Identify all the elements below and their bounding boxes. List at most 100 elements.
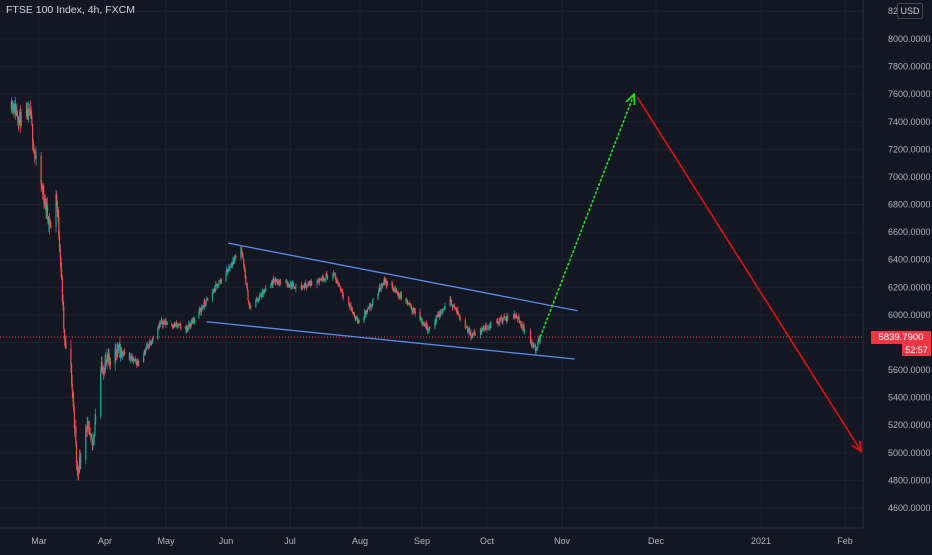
candle-body-down <box>504 316 506 318</box>
price-tick-label: 6200.0000 <box>888 282 931 292</box>
candle-body-down <box>412 309 414 312</box>
candle-body-down <box>386 283 388 286</box>
candle-body-down <box>46 204 49 217</box>
candle-body-up <box>157 327 159 340</box>
candle-body-up <box>471 333 474 338</box>
candlestick-series <box>10 96 541 481</box>
candle-body-down <box>276 279 278 284</box>
candle-body-up <box>435 315 437 322</box>
drawing-objects[interactable] <box>206 94 862 452</box>
candle-body-down <box>419 311 421 321</box>
candle-body-up <box>412 309 414 311</box>
currency-button[interactable]: USD <box>897 3 923 19</box>
candle-body-up <box>143 351 145 356</box>
candle-body-up <box>366 309 368 313</box>
price-tick-label: 7200.0000 <box>888 144 931 154</box>
candle-body-up <box>255 299 257 307</box>
candle-body-down <box>309 281 311 286</box>
candle-body-down <box>421 322 423 324</box>
candle-body-down <box>407 302 409 304</box>
lower-channel-line[interactable] <box>206 321 575 360</box>
price-tick-label: 5600.0000 <box>888 365 931 375</box>
candle-body-down <box>103 372 105 374</box>
candle-body-down <box>109 359 111 363</box>
candle-body-down <box>342 295 344 298</box>
candle-body-up <box>323 278 326 281</box>
candle-body-down <box>235 255 237 259</box>
time-tick-label: 2021 <box>751 536 771 546</box>
candle-body-down <box>274 280 276 283</box>
candle-body-down <box>60 257 62 270</box>
candle-body-down <box>409 303 411 305</box>
candle-body-up <box>205 300 207 306</box>
candle-body-down <box>435 319 437 322</box>
candle-body-down <box>175 323 177 326</box>
candle-body-up <box>486 327 488 330</box>
candle-body-up <box>270 284 272 288</box>
candle-body-up <box>87 425 89 427</box>
candle-body-up <box>93 432 95 437</box>
upper-channel-line[interactable] <box>228 242 578 312</box>
candle-body-up <box>370 305 372 308</box>
candle-body-up <box>503 316 505 321</box>
candle-body-down <box>514 313 516 318</box>
candle-body-down <box>217 284 219 287</box>
symbol-title[interactable]: FTSE 100 Index, 4h, FXCM <box>6 4 135 16</box>
candle-body-up <box>522 324 524 329</box>
candle-body-down <box>302 286 304 288</box>
candle-body-down <box>489 325 491 329</box>
time-tick-label: Oct <box>480 536 495 546</box>
candle-body-up <box>218 281 220 286</box>
candle-body-up <box>396 291 398 293</box>
candle-body-up <box>287 284 290 286</box>
candle-body-up <box>160 320 162 323</box>
candle-body-down <box>518 316 520 323</box>
projection-down-arrow[interactable] <box>636 96 861 452</box>
candle-body-up <box>227 269 229 273</box>
candle-body-up <box>499 318 501 323</box>
candle-body-up <box>202 306 204 308</box>
candle-body-down <box>520 320 522 326</box>
candle-body-down <box>241 251 243 257</box>
candle-body-down <box>204 304 206 306</box>
candle-body-down <box>350 305 352 310</box>
candle-body-down <box>109 362 111 365</box>
candle-body-down <box>366 311 368 313</box>
candle-body-down <box>305 286 308 288</box>
candle-body-up <box>175 323 177 327</box>
candle-body-down <box>450 299 452 300</box>
candle-body-up <box>473 331 475 335</box>
candle-body-up <box>420 318 422 321</box>
candle-body-down <box>45 198 47 212</box>
time-axis[interactable]: Mar Apr May Jun Jul Aug Sep Oct Nov Dec 2021 Feb <box>31 536 853 546</box>
candle-body-down <box>391 281 393 286</box>
projection-up-arrow[interactable] <box>539 94 634 338</box>
candle-body-down <box>337 281 339 285</box>
candle-body-down <box>464 320 466 328</box>
price-tick-label: 4600.0000 <box>888 503 931 513</box>
candle-body-down <box>320 278 322 280</box>
candle-body-down <box>423 322 425 327</box>
candle-body-up <box>230 264 232 268</box>
candle-body-up <box>444 305 446 309</box>
candle-body-down <box>117 349 119 351</box>
candle-body-up <box>520 324 523 326</box>
candle-body-down <box>353 313 355 315</box>
candle-body-down <box>105 360 107 363</box>
candle-body-up <box>535 350 537 352</box>
candle-body-up <box>145 349 147 353</box>
candle-body-down <box>450 299 453 305</box>
price-tick-label: 5200.0000 <box>888 420 931 430</box>
candle-body-up <box>213 291 215 293</box>
grid-lines <box>0 0 863 528</box>
price-tick-label: 5000.0000 <box>888 448 931 458</box>
candle-body-up <box>355 318 357 321</box>
price-axis[interactable]: 8000.0000 7800.0000 7600.0000 7400.0000 7200… <box>888 6 931 513</box>
candle-body-down <box>70 348 72 365</box>
candle-body-down <box>63 328 66 339</box>
candle-body-up <box>295 284 297 289</box>
candle-body-down <box>71 384 73 392</box>
candle-body-down <box>59 248 61 258</box>
